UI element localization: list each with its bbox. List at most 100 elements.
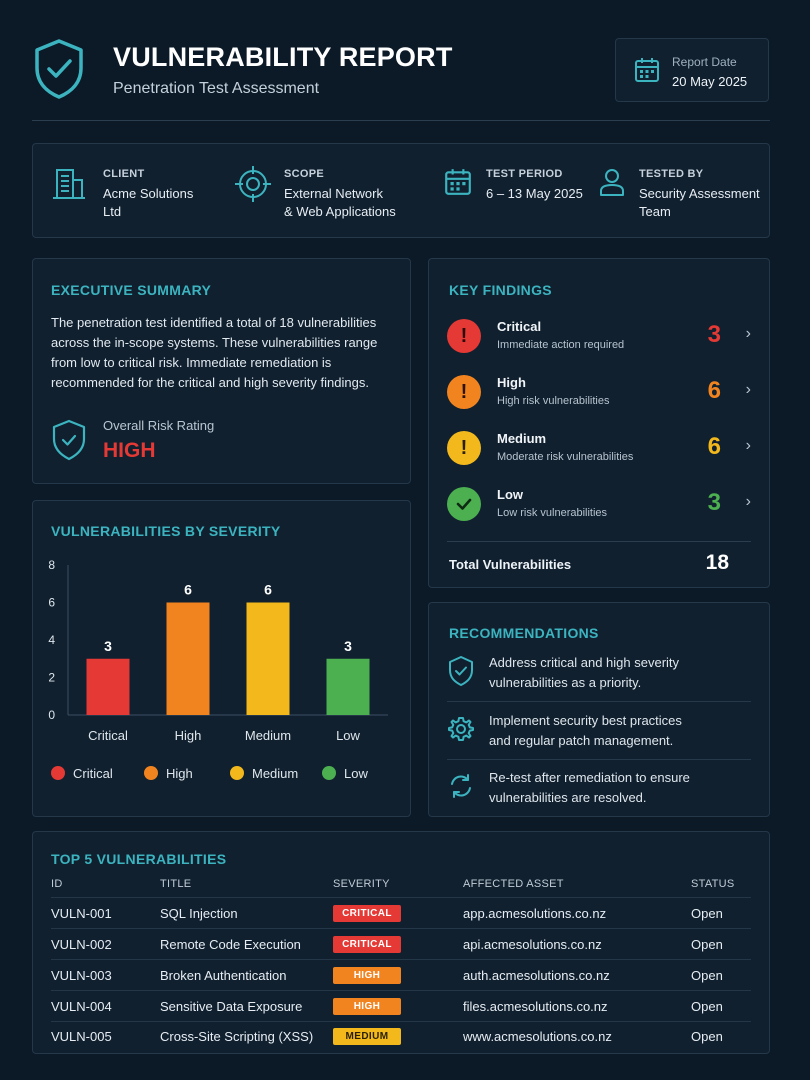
- shield-check-icon: [447, 655, 475, 692]
- scope-line-2: & Web Applications: [284, 204, 396, 219]
- recommendation-divider: [447, 701, 751, 702]
- recommendation-item: Implement security best practices and re…: [447, 711, 751, 761]
- chart-title: VULNERABILITIES BY SEVERITY: [51, 523, 281, 539]
- column-header-status: STATUS: [691, 878, 735, 890]
- bar-value-label: 3: [344, 638, 352, 654]
- key-findings-card: KEY FINDINGS ! Critical Immediate action…: [428, 258, 770, 588]
- alert-icon: !: [447, 431, 481, 465]
- x-tick-label: High: [175, 728, 202, 743]
- finding-count: 3: [707, 321, 721, 348]
- report-date-label: Report Date: [672, 55, 737, 69]
- bar-critical: [86, 658, 130, 715]
- calendar-icon: [443, 167, 473, 202]
- finding-row-high[interactable]: ! High High risk vulnerabilities 6 ›: [447, 373, 751, 413]
- gear-icon: [447, 715, 475, 748]
- severity-badge: HIGH: [333, 998, 401, 1015]
- tested-by-line-1: Security Assessment: [639, 186, 760, 201]
- x-tick-label: Critical: [88, 728, 128, 743]
- vuln-status: Open: [691, 1029, 723, 1044]
- x-tick-label: Low: [336, 728, 360, 743]
- severity-bar-chart: 0 2 4 6 8 3 Critical 6 High 6 Medium 3 Low Critical Hi…: [48, 558, 388, 781]
- summary-line: recommended for the critical and high se…: [51, 375, 369, 390]
- user-icon: [596, 166, 628, 203]
- severity-chart-card: VULNERABILITIES BY SEVERITY 0 2 4 6 8 3 Critic…: [32, 500, 411, 817]
- client-line-1: Acme Solutions: [103, 186, 194, 201]
- executive-summary-card: EXECUTIVE SUMMARY The penetration test i…: [32, 258, 411, 484]
- vuln-id: VULN-003: [51, 968, 112, 983]
- legend-label: High: [166, 766, 193, 781]
- recommendation-line: Address critical and high severity: [489, 655, 680, 670]
- recommendation-line: vulnerabilities as a priority.: [489, 675, 642, 690]
- chevron-right-icon: ›: [745, 381, 751, 398]
- finding-row-medium[interactable]: ! Medium Moderate risk vulnerabilities 6…: [447, 429, 751, 469]
- recommendation-line: vulnerabilities are resolved.: [489, 790, 647, 805]
- finding-count: 6: [707, 377, 721, 404]
- recommendation-divider: [447, 759, 751, 760]
- vuln-id: VULN-002: [51, 937, 112, 952]
- tested-by-block: TESTED BY Security Assessment Team: [639, 168, 760, 221]
- report-date-value: 20 May 2025: [672, 74, 748, 89]
- recommendation-item: Re-test after remediation to ensure vuln…: [447, 768, 751, 818]
- vuln-status: Open: [691, 999, 723, 1014]
- test-period-label: TEST PERIOD: [486, 168, 563, 180]
- header-divider: [32, 120, 770, 121]
- legend-dot-critical: [51, 766, 65, 780]
- severity-badge: HIGH: [333, 967, 401, 984]
- vuln-title: SQL Injection: [160, 906, 238, 921]
- finding-name: Medium: [497, 431, 547, 446]
- vuln-asset: auth.acmesolutions.co.nz: [463, 968, 610, 983]
- vuln-status: Open: [691, 968, 723, 983]
- finding-desc: High risk vulnerabilities: [497, 395, 610, 407]
- report-date-card: Report Date 20 May 2025: [615, 38, 769, 102]
- column-header-severity: SEVERITY: [333, 878, 390, 890]
- legend-label: Low: [344, 766, 368, 781]
- executive-summary-title: EXECUTIVE SUMMARY: [51, 282, 212, 298]
- page-subtitle: Penetration Test Assessment: [113, 80, 320, 97]
- risk-rating-label: Overall Risk Rating: [103, 418, 215, 433]
- bar-value-label: 3: [104, 638, 112, 654]
- vuln-title: Sensitive Data Exposure: [160, 999, 303, 1014]
- finding-count: 3: [707, 489, 721, 516]
- vuln-title: Cross-Site Scripting (XSS): [160, 1029, 314, 1044]
- severity-badge: CRITICAL: [333, 936, 401, 953]
- finding-count: 6: [707, 433, 721, 460]
- engagement-info-panel: CLIENT Acme Solutions Ltd SCOPE External…: [32, 143, 770, 238]
- summary-line: The penetration test identified a total …: [51, 315, 377, 330]
- scope-label: SCOPE: [284, 168, 325, 180]
- bar-high: [166, 602, 210, 715]
- chevron-right-icon: ›: [745, 437, 751, 454]
- y-tick-label: 2: [48, 671, 55, 685]
- legend-dot-low: [322, 766, 336, 780]
- row-divider: [51, 1021, 751, 1022]
- test-period-value: 6 – 13 May 2025: [486, 186, 583, 201]
- findings-divider: [447, 541, 751, 542]
- vuln-id: VULN-004: [51, 999, 112, 1014]
- vuln-status: Open: [691, 906, 723, 921]
- refresh-icon: [447, 772, 475, 805]
- client-label: CLIENT: [103, 168, 145, 180]
- vuln-asset: api.acmesolutions.co.nz: [463, 937, 602, 952]
- finding-name: High: [497, 375, 526, 390]
- vuln-title: Broken Authentication: [160, 968, 287, 983]
- bar-value-label: 6: [264, 582, 272, 598]
- client-line-2: Ltd: [103, 204, 122, 219]
- finding-row-critical[interactable]: ! Critical Immediate action required 3 ›: [447, 317, 751, 357]
- finding-desc: Moderate risk vulnerabilities: [497, 451, 634, 463]
- report-shield-logo-icon: [32, 38, 86, 100]
- vuln-asset: app.acmesolutions.co.nz: [463, 906, 607, 921]
- total-value: 18: [705, 551, 729, 574]
- recommendation-text: Implement security best practices and re…: [489, 711, 749, 751]
- tested-by-line-2: Team: [639, 204, 671, 219]
- recommendation-text: Re-test after remediation to ensure vuln…: [489, 768, 749, 808]
- risk-shield-icon: [51, 419, 87, 466]
- recommendation-line: and regular patch management.: [489, 733, 674, 748]
- check-icon: [447, 487, 481, 521]
- chevron-right-icon: ›: [745, 493, 751, 510]
- page-title: VULNERABILITY REPORT: [113, 42, 453, 72]
- tested-by-label: TESTED BY: [639, 168, 704, 180]
- client-value: Acme Solutions Ltd: [103, 185, 193, 221]
- finding-row-low[interactable]: Low Low risk vulnerabilities 3 ›: [447, 485, 751, 525]
- summary-text: The penetration test identified a total …: [51, 313, 377, 393]
- chevron-right-icon: ›: [745, 325, 751, 342]
- scope-line-1: External Network: [284, 186, 383, 201]
